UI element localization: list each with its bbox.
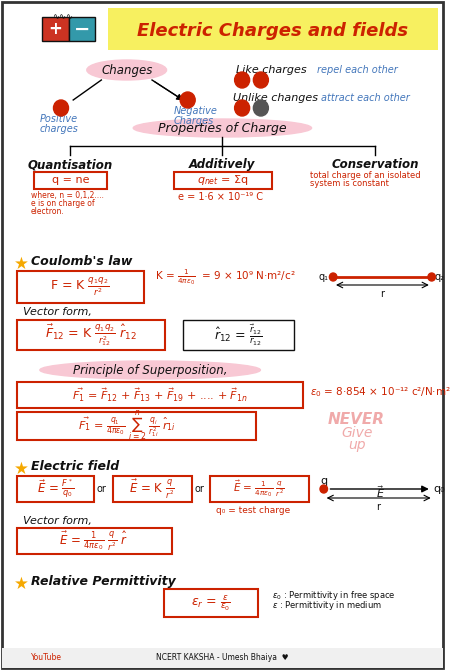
Text: where, n = 0,1,2....: where, n = 0,1,2.... xyxy=(31,191,104,200)
Text: Unlike changes: Unlike changes xyxy=(233,93,318,103)
Circle shape xyxy=(235,100,250,116)
Text: $\vec{F_1}$ = $\frac{q_1}{4\pi\varepsilon_0}$ $\sum_{i=2}^{n}$ $\frac{q_i}{r^2_{: $\vec{F_1}$ = $\frac{q_1}{4\pi\varepsilo… xyxy=(78,409,175,444)
Text: or: or xyxy=(96,484,106,494)
Text: q₁: q₁ xyxy=(319,272,328,282)
Text: $\varepsilon$ : Permittivity in medium: $\varepsilon$ : Permittivity in medium xyxy=(272,599,382,612)
Bar xyxy=(173,172,272,189)
Ellipse shape xyxy=(40,361,260,379)
Text: e is on charge of: e is on charge of xyxy=(31,199,95,208)
Text: $\vec{E}$ = K $\frac{q}{r^2}$: $\vec{E}$ = K $\frac{q}{r^2}$ xyxy=(129,478,175,500)
Text: Principle of Superposition,: Principle of Superposition, xyxy=(73,364,228,377)
Circle shape xyxy=(54,100,69,116)
Text: $q_{net}$ = $\Sigma$q: $q_{net}$ = $\Sigma$q xyxy=(197,173,248,187)
Text: r: r xyxy=(380,289,384,299)
Circle shape xyxy=(428,273,436,281)
Bar xyxy=(69,17,95,41)
Bar xyxy=(113,476,192,502)
Circle shape xyxy=(235,72,250,88)
Text: Electric field: Electric field xyxy=(31,460,119,473)
Bar xyxy=(108,8,438,50)
Bar xyxy=(17,476,94,502)
Text: Vector form,: Vector form, xyxy=(23,307,92,317)
Text: system is constant: system is constant xyxy=(310,179,389,188)
Text: q₂: q₂ xyxy=(435,272,445,282)
Text: q = ne: q = ne xyxy=(52,175,89,185)
Ellipse shape xyxy=(87,60,166,80)
Text: NEVER: NEVER xyxy=(328,412,385,427)
Text: charges: charges xyxy=(39,124,78,134)
Text: +: + xyxy=(48,20,62,38)
Bar xyxy=(17,271,144,303)
Text: Negative: Negative xyxy=(173,106,218,116)
Text: $\varepsilon_0$ = 8·854 × 10⁻¹² c²/N·m²: $\varepsilon_0$ = 8·854 × 10⁻¹² c²/N·m² xyxy=(310,385,450,399)
Text: Electric Charges and fields: Electric Charges and fields xyxy=(137,22,408,40)
Text: $\vec{E}$ = $\frac{F^*}{q_0}$: $\vec{E}$ = $\frac{F^*}{q_0}$ xyxy=(36,478,74,500)
Bar xyxy=(34,172,107,189)
Text: repel each other: repel each other xyxy=(317,65,398,75)
Text: Positive: Positive xyxy=(39,114,78,124)
Text: +: + xyxy=(55,101,66,115)
Text: up: up xyxy=(348,438,365,452)
Text: Relative Permittivity: Relative Permittivity xyxy=(31,575,176,588)
Text: +: + xyxy=(237,74,247,86)
Text: ★: ★ xyxy=(14,460,29,478)
Text: $\vec{E}$ = $\frac{1}{4\pi\varepsilon_0}$ $\frac{q}{r^2}$: $\vec{E}$ = $\frac{1}{4\pi\varepsilon_0}… xyxy=(233,478,285,499)
Text: attract each other: attract each other xyxy=(321,93,410,103)
Text: $\varepsilon_0$ : Permittivity in free space: $\varepsilon_0$ : Permittivity in free s… xyxy=(272,589,396,602)
Text: YouTube: YouTube xyxy=(31,653,63,663)
Text: $\varepsilon_r$ = $\frac{\varepsilon}{\varepsilon_0}$: $\varepsilon_r$ = $\frac{\varepsilon}{\v… xyxy=(191,594,231,612)
Text: Coulomb's law: Coulomb's law xyxy=(31,255,132,268)
Bar xyxy=(17,528,172,554)
Text: q₀: q₀ xyxy=(434,484,445,494)
Text: $\vec{F_1}$ = $\vec{F}_{12}$ + $\vec{F}_{13}$ + $\vec{F}_{19}$ + .... + $\vec{F}: $\vec{F_1}$ = $\vec{F}_{12}$ + $\vec{F}_… xyxy=(72,386,247,404)
Bar xyxy=(17,382,303,408)
Text: e = 1·6 × 10⁻¹⁹ C: e = 1·6 × 10⁻¹⁹ C xyxy=(178,192,263,202)
Bar xyxy=(2,648,443,668)
Text: $\vec{E}$ = $\frac{1}{4\pi\varepsilon_0}$ $\frac{q}{r^2}$ $\hat{r}$: $\vec{E}$ = $\frac{1}{4\pi\varepsilon_0}… xyxy=(59,529,128,553)
Text: Charges: Charges xyxy=(173,116,214,126)
Text: Additively: Additively xyxy=(189,158,255,171)
Bar xyxy=(210,476,309,502)
Text: −: − xyxy=(255,100,267,115)
Text: +: + xyxy=(255,74,266,86)
Text: q₀ = test charge: q₀ = test charge xyxy=(216,506,290,515)
Bar xyxy=(17,412,256,440)
Circle shape xyxy=(320,485,328,493)
Ellipse shape xyxy=(133,119,311,137)
Circle shape xyxy=(254,72,268,88)
Bar xyxy=(42,17,69,41)
Text: K = $\frac{1}{4\pi\varepsilon_0}$  = 9 × 10⁹ N·m²/c²: K = $\frac{1}{4\pi\varepsilon_0}$ = 9 × … xyxy=(155,267,295,287)
Text: KAKSHA: KAKSHA xyxy=(136,196,317,234)
Text: −: − xyxy=(73,19,90,38)
Circle shape xyxy=(254,100,268,116)
Text: NCERT: NCERT xyxy=(146,163,309,206)
Text: −: − xyxy=(182,92,194,107)
Text: +: + xyxy=(237,101,247,115)
Bar xyxy=(164,589,258,617)
Circle shape xyxy=(329,273,337,281)
Text: total charge of an isolated: total charge of an isolated xyxy=(310,171,420,180)
Text: $\vec{E}$: $\vec{E}$ xyxy=(375,484,384,500)
Text: Quantisation: Quantisation xyxy=(28,158,113,171)
Text: F = K $\frac{q_1 q_2}{r^2}$: F = K $\frac{q_1 q_2}{r^2}$ xyxy=(50,275,109,298)
Text: ★: ★ xyxy=(14,575,29,593)
Bar xyxy=(183,320,294,350)
Text: Changes: Changes xyxy=(101,64,152,76)
Text: Give: Give xyxy=(341,426,372,440)
Text: $\vec{F}_{12}$ = K $\frac{q_1 q_2}{r^2_{12}}$ $\hat{r}_{12}$: $\vec{F}_{12}$ = K $\frac{q_1 q_2}{r^2_{… xyxy=(45,322,137,348)
Text: r: r xyxy=(376,502,380,512)
Text: Vector form,: Vector form, xyxy=(23,516,92,526)
Text: electron.: electron. xyxy=(31,207,65,216)
Text: ★: ★ xyxy=(14,255,29,273)
Text: q: q xyxy=(320,476,328,486)
Text: ∿∿∿: ∿∿∿ xyxy=(52,12,73,21)
Text: NCERT KAKSHA - Umesh Bhaiya  ♥: NCERT KAKSHA - Umesh Bhaiya ♥ xyxy=(156,653,289,663)
Bar xyxy=(17,320,165,350)
Text: Like charges: Like charges xyxy=(237,65,307,75)
Text: Properties of Charge: Properties of Charge xyxy=(158,121,287,135)
Text: or: or xyxy=(195,484,205,494)
Text: $\hat{r}_{12}$ = $\frac{\vec{r}_{12}}{r_{12}}$: $\hat{r}_{12}$ = $\frac{\vec{r}_{12}}{r_… xyxy=(214,322,263,348)
Text: Conservation: Conservation xyxy=(332,158,419,171)
Circle shape xyxy=(180,92,195,108)
